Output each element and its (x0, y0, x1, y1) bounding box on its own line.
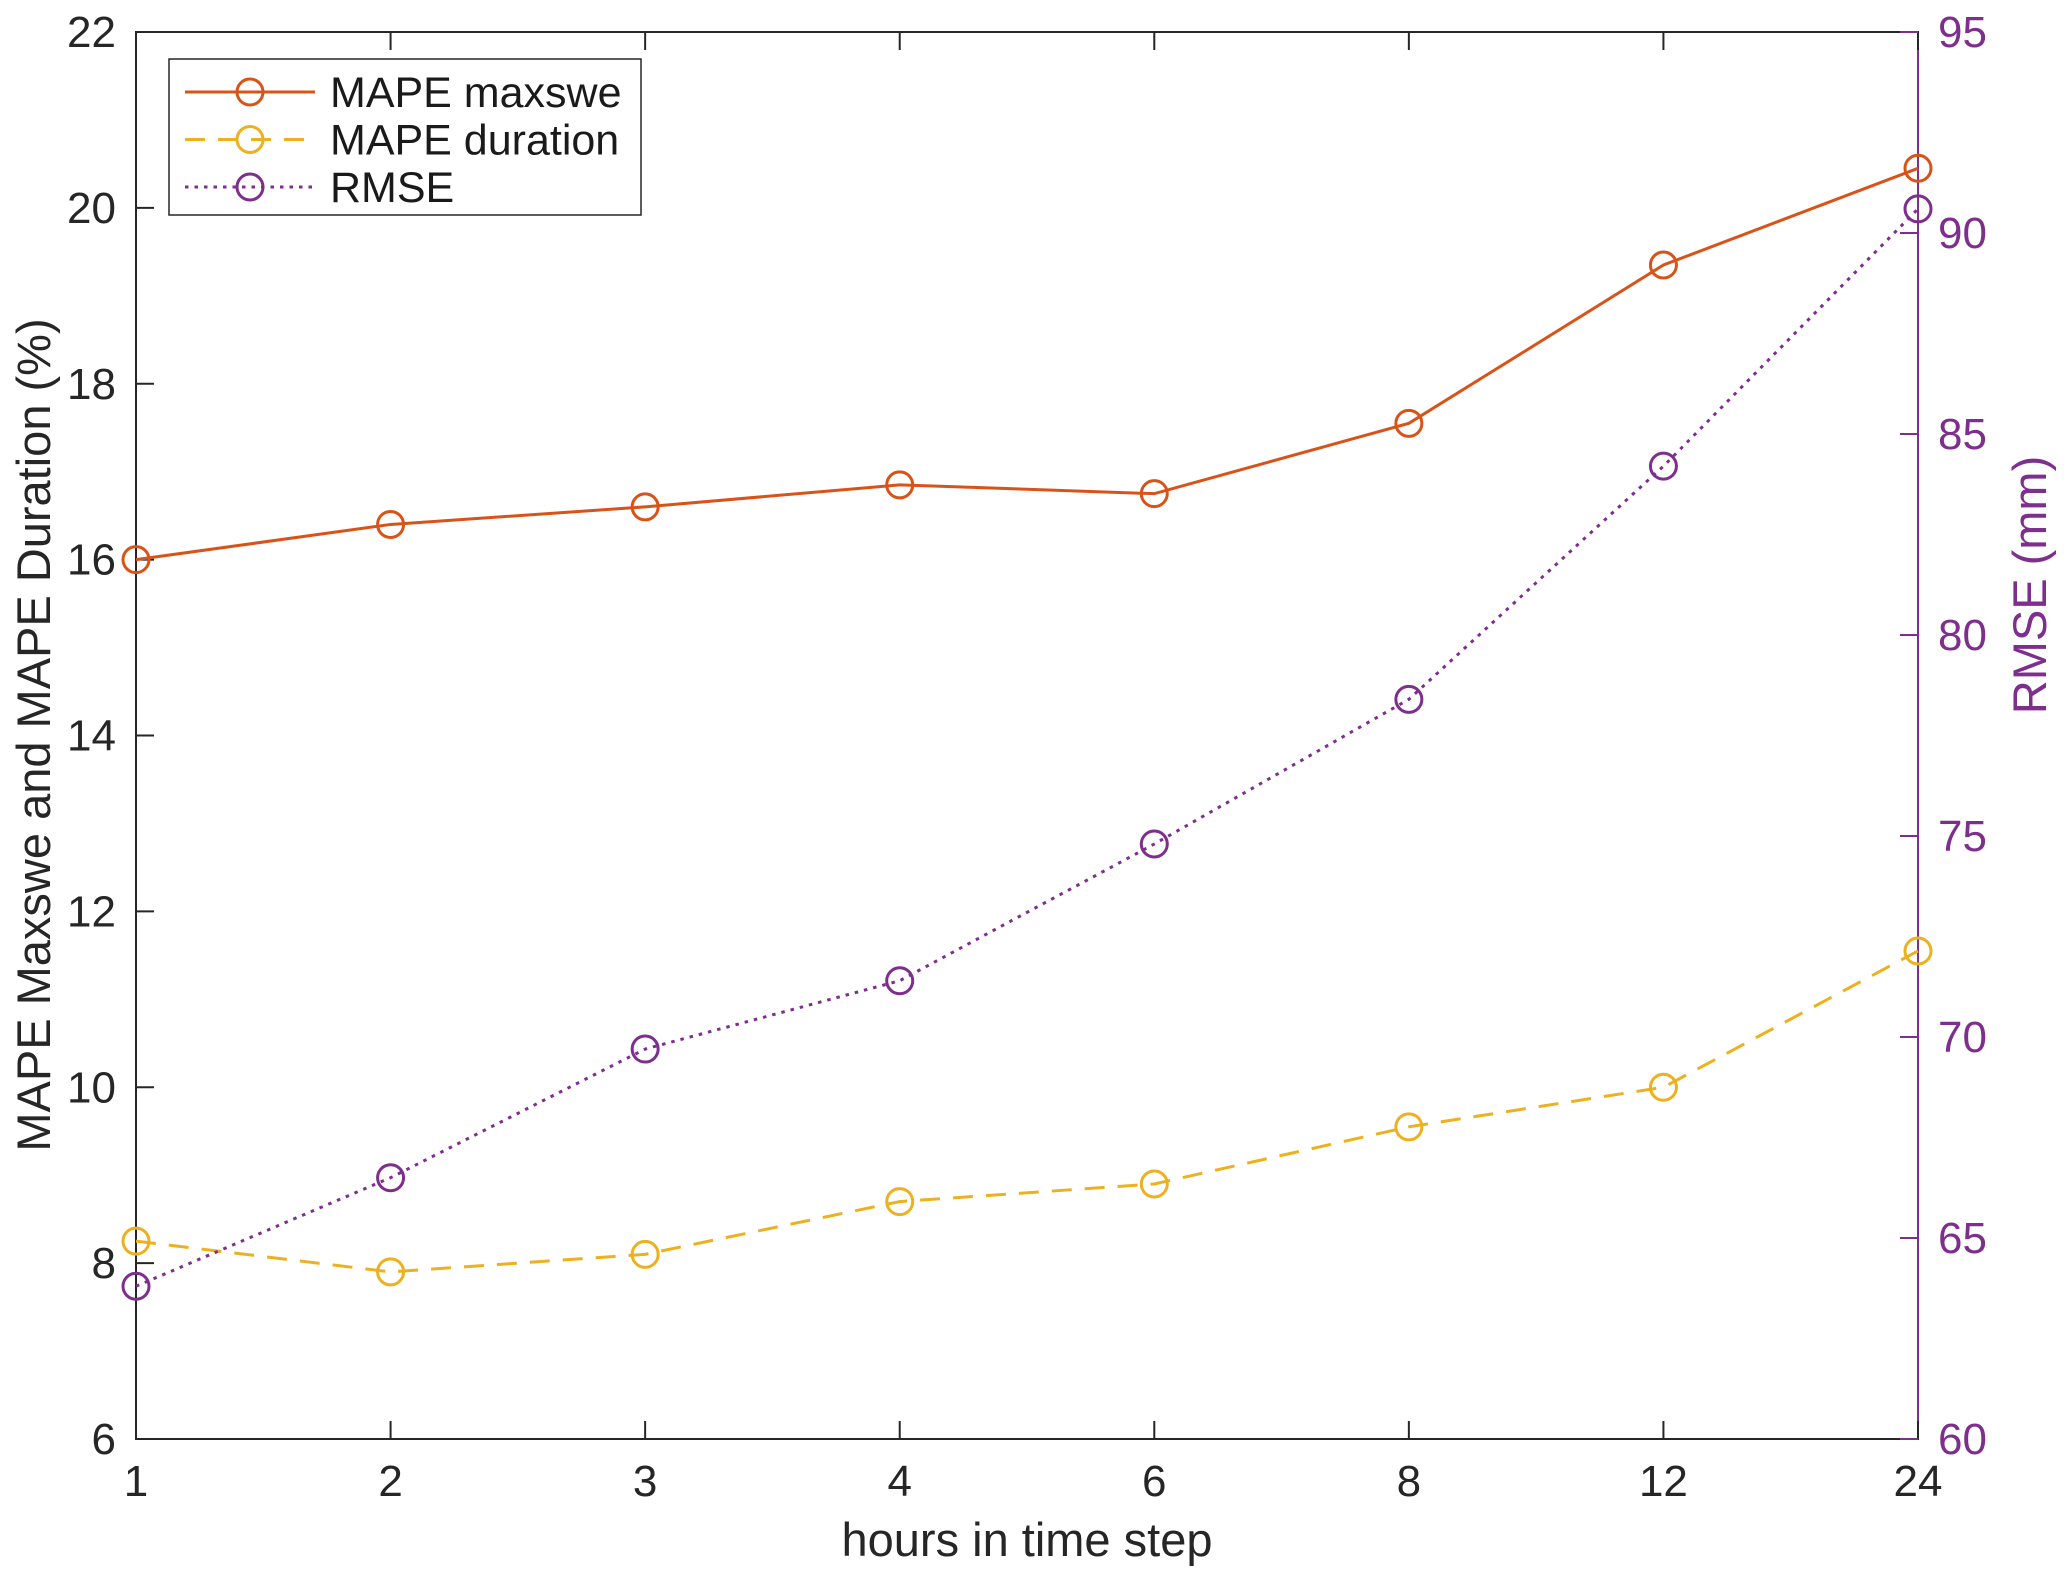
legend-box (168, 58, 642, 216)
y-left-tick-label: 8 (92, 1239, 116, 1288)
y-right-tick-label: 95 (1938, 8, 1987, 57)
series-mape-maxswe-line (135, 166, 1919, 562)
y-right-tick-label: 90 (1938, 209, 1987, 258)
plot-area: 1 2 3 4 6 8 12 24681012141618202260657075808590… (67, 8, 1987, 1506)
series-mape-maxswe-marker (121, 545, 151, 575)
series-rmse-marker (121, 1271, 151, 1301)
y-left-tick-label: 6 (92, 1415, 116, 1464)
series-mape-maxswe-marker (1648, 250, 1678, 280)
series-rmse-marker (630, 1034, 660, 1064)
y-left-tick-label: 22 (67, 8, 116, 57)
legend-entry-label: MAPE maxswe (330, 69, 622, 117)
x-tick-label: 12 (1639, 1457, 1688, 1506)
y-right-tick-label: 65 (1938, 1214, 1987, 1263)
series-mape-duration-marker (885, 1187, 915, 1217)
y-left-tick-label: 10 (67, 1063, 116, 1112)
x-tick-label: 24 (1894, 1457, 1943, 1506)
series-mape-duration-marker (630, 1239, 660, 1269)
series-mape-duration-marker (1394, 1112, 1424, 1142)
legend-entry-label: RMSE (330, 164, 454, 212)
legend-sample-marker (235, 77, 265, 107)
y-right-tick-label: 80 (1938, 611, 1987, 660)
series-rmse-line (135, 207, 1920, 1288)
series-mape-duration-marker (376, 1257, 406, 1287)
y-left-tick-label: 16 (67, 536, 116, 585)
series-rmse-marker (885, 966, 915, 996)
series-mape-duration-marker (121, 1226, 151, 1256)
y-axis-left-title: MAPE Maxswe and MAPE Duration (%) (7, 318, 60, 1151)
series-mape-duration-marker (1139, 1169, 1169, 1199)
x-tick-label: 2 (378, 1457, 402, 1506)
x-tick-label: 6 (1142, 1457, 1166, 1506)
y-right-tick-label: 70 (1938, 1013, 1987, 1062)
series-mape-duration-line (135, 949, 1919, 1274)
x-tick-label: 1 (124, 1457, 148, 1506)
y-right-tick-label: 60 (1938, 1415, 1987, 1464)
x-axis-title: hours in time step (842, 1513, 1213, 1566)
y-left-tick-label: 20 (67, 184, 116, 233)
series-rmse-marker (1139, 829, 1169, 859)
series-mape-maxswe-marker (1903, 153, 1933, 183)
series-mape-duration-marker (1648, 1072, 1678, 1102)
series-mape-maxswe-marker (885, 470, 915, 500)
x-tick-label: 8 (1397, 1457, 1421, 1506)
series-rmse-marker (1648, 451, 1678, 481)
legend-entry-label: MAPE duration (330, 117, 619, 165)
series-rmse-marker (1903, 194, 1933, 224)
series-mape-duration-marker (1903, 936, 1933, 966)
series-mape-maxswe-marker (630, 492, 660, 522)
legend-sample-marker (235, 172, 265, 202)
series-rmse-marker (376, 1163, 406, 1193)
series-rmse-marker (1394, 684, 1424, 714)
x-tick-label: 3 (633, 1457, 657, 1506)
series-mape-maxswe-marker (1394, 408, 1424, 438)
plot-frame (135, 31, 1919, 1440)
y-axis-right-title: RMSE (mm) (2003, 456, 2056, 714)
series-mape-maxswe-marker (1139, 479, 1169, 509)
series-mape-maxswe-marker (376, 509, 406, 539)
y-left-tick-label: 12 (67, 887, 116, 936)
x-tick-label: 4 (887, 1457, 911, 1506)
y-right-tick-label: 85 (1938, 410, 1987, 459)
y-right-tick-label: 75 (1938, 812, 1987, 861)
legend-sample-marker (235, 125, 265, 154)
y-left-tick-label: 14 (67, 712, 116, 761)
y-left-tick-label: 18 (67, 360, 116, 409)
